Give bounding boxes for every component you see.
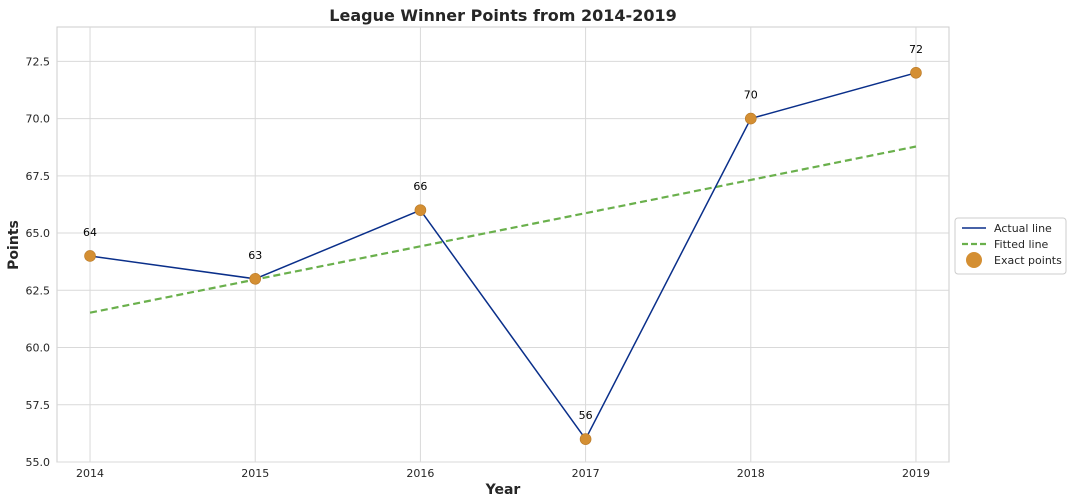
y-tick-label: 72.5 [26,55,51,68]
actual-line [89,72,917,441]
x-tick-label: 2016 [406,467,434,480]
x-tick-label: 2014 [76,467,104,480]
data-label: 70 [744,89,758,102]
data-label: 63 [248,249,262,262]
x-axis-label: Year [485,482,521,498]
data-label: 56 [579,409,593,422]
x-tick-labels: 2014 2015 2016 2017 2018 2019 [76,467,930,480]
data-label: 66 [413,180,427,193]
data-labels: 64 63 66 56 70 72 [83,43,923,422]
data-point [414,204,427,216]
y-tick-label: 55.0 [26,456,51,469]
y-tick-label: 60.0 [26,342,51,355]
x-tick-label: 2018 [737,467,765,480]
x-tick-label: 2019 [902,467,930,480]
y-axis-label: Points [6,220,22,270]
data-label: 64 [83,226,97,239]
y-gridlines [57,60,949,463]
data-label: 72 [909,43,923,56]
y-tick-label: 70.0 [26,113,51,126]
data-point [249,273,262,285]
data-point [579,433,592,445]
chart-title: League Winner Points from 2014-2019 [329,6,676,25]
legend-label-fitted: Fitted line [994,238,1049,251]
x-tick-label: 2015 [241,467,269,480]
legend: Actual line Fitted line Exact points [954,217,1067,275]
legend-swatch-points [966,252,982,268]
x-tick-label: 2017 [572,467,600,480]
data-point [84,250,96,262]
data-point [910,66,922,79]
legend-label-actual: Actual line [994,222,1052,235]
series-layer [84,66,922,445]
plot-area [56,26,950,463]
x-gridlines [89,27,917,462]
y-tick-label: 65.0 [26,227,51,240]
y-tick-labels: 55.0 57.5 60.0 62.5 65.0 67.5 70.0 72.5 [26,55,51,469]
fitted-line [89,145,917,314]
legend-label-points: Exact points [994,254,1062,267]
data-point [744,112,757,125]
y-tick-label: 67.5 [26,170,51,183]
y-tick-label: 62.5 [26,284,51,297]
y-tick-label: 57.5 [26,399,51,412]
